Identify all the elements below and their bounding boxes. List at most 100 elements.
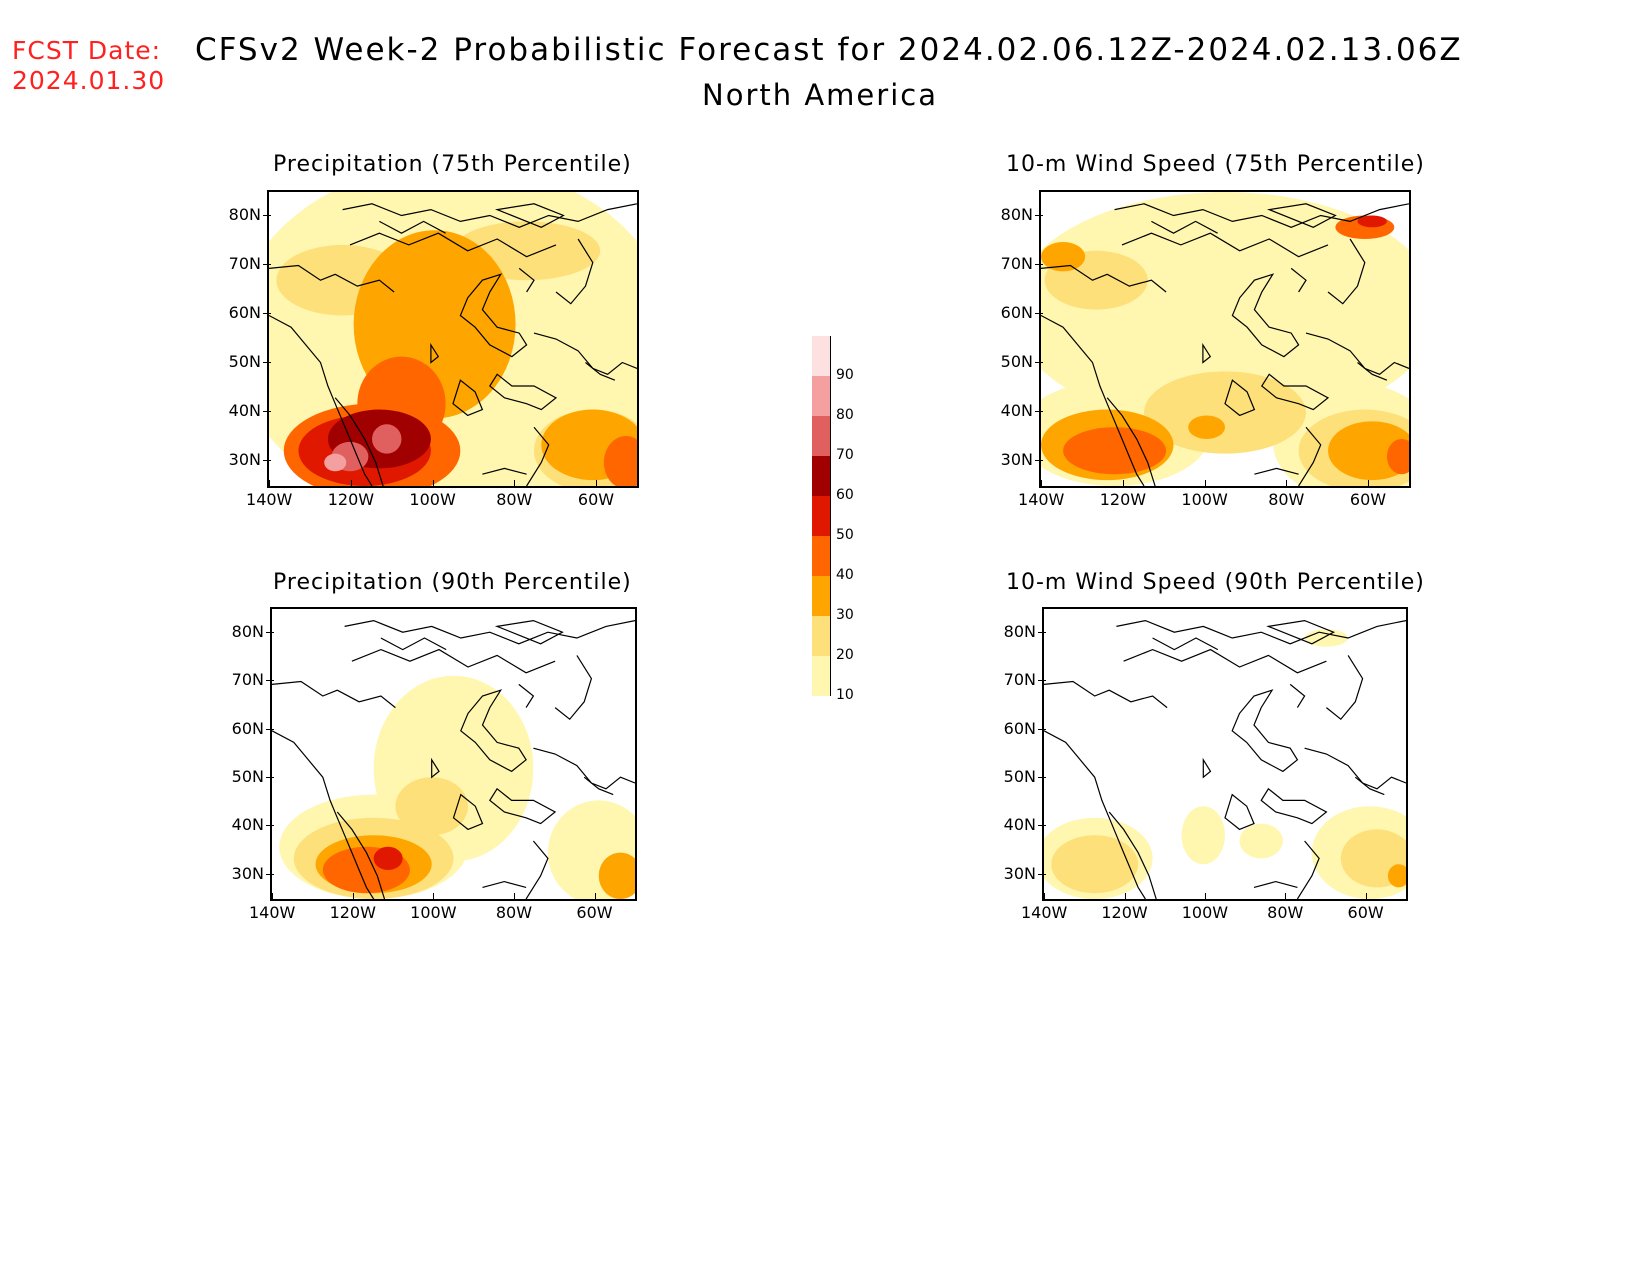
lon-tick-label: 140W: [1020, 903, 1068, 922]
lon-tick: [352, 893, 354, 901]
lon-tick-label: 120W: [1101, 903, 1148, 922]
colorbar-segment: [812, 456, 831, 496]
lon-tick: [272, 893, 274, 901]
lon-tick: [269, 480, 271, 488]
panel-title-wind-75: 10-m Wind Speed (75th Percentile): [1006, 152, 1425, 177]
lat-tick: [1038, 776, 1046, 778]
probability-shade: [603, 436, 637, 486]
lon-tick-label: 140W: [248, 903, 296, 922]
probability-shade: [372, 424, 402, 454]
coastline: [336, 811, 386, 899]
lat-tick-label: 30N: [1003, 863, 1036, 883]
probability-shade: [1188, 415, 1225, 439]
lon-tick-label: 100W: [1181, 490, 1228, 509]
lon-tick: [594, 893, 596, 901]
probability-shade: [1041, 192, 1409, 428]
lon-tick-label: 140W: [246, 490, 293, 509]
lat-tick-label: 40N: [231, 815, 264, 835]
coastline: [1116, 619, 1406, 645]
coastline: [1224, 379, 1256, 417]
probability-shade: [1041, 241, 1086, 272]
coastline: [1114, 203, 1409, 228]
lon-tick-label: 80W: [1268, 490, 1305, 509]
lat-tick: [1038, 873, 1046, 875]
coastline: [334, 397, 384, 486]
lat-tick-label: 80N: [1000, 204, 1033, 224]
lat-tick-label: 70N: [228, 254, 261, 274]
coastline: [1266, 203, 1337, 228]
lon-tick: [1285, 893, 1287, 901]
coastline: [518, 267, 535, 293]
coastline: [1202, 757, 1212, 779]
coastline: [1327, 238, 1366, 305]
coastline: [1202, 342, 1212, 364]
fcst-date-value: 2024.01.30: [12, 66, 166, 95]
probability-shade: [1357, 215, 1387, 228]
lat-tick: [1035, 362, 1043, 364]
lat-tick: [266, 631, 274, 633]
lat-tick: [1035, 313, 1043, 315]
probability-shade: [598, 852, 635, 899]
probability-shade: [401, 262, 505, 357]
coastline: [1296, 840, 1320, 899]
coastline: [533, 747, 635, 790]
coastline: [1224, 793, 1255, 831]
lat-tick: [1038, 825, 1046, 827]
lat-tick-label: 50N: [1000, 352, 1033, 372]
probability-shade: [1181, 806, 1225, 865]
coastline: [585, 362, 616, 381]
coastline: [1304, 747, 1406, 790]
coastline: [1231, 689, 1299, 773]
lon-tick-label: 60W: [576, 903, 613, 922]
coastline: [518, 683, 535, 708]
probability-shade: [1063, 427, 1167, 475]
colorbar-segment: [812, 496, 831, 536]
coastline: [525, 840, 549, 899]
colorbar-segment: [812, 416, 831, 456]
lon-tick: [350, 480, 352, 488]
lat-tick-label: 80N: [228, 204, 261, 224]
coastline: [431, 757, 440, 779]
coastline: [1044, 730, 1146, 899]
coastline: [489, 787, 557, 825]
coastline: [269, 264, 395, 293]
lat-tick: [266, 728, 274, 730]
lat-tick-label: 70N: [231, 670, 264, 690]
coastline: [1326, 655, 1364, 721]
probability-shade: [1144, 371, 1306, 454]
coastline: [482, 880, 527, 888]
lon-tick-label: 100W: [410, 903, 457, 922]
page-title: CFSv2 Week-2 Probabilistic Forecast for …: [195, 32, 1463, 68]
fcst-date-label: FCST Date:: [12, 36, 162, 65]
map-wind-75: [1039, 190, 1411, 488]
coastline: [482, 467, 527, 475]
lon-tick-label: 60W: [1349, 490, 1387, 509]
colorbar-label: 50: [836, 527, 854, 543]
lat-tick-label: 60N: [1000, 303, 1033, 323]
lat-tick: [266, 680, 274, 682]
lat-tick-label: 40N: [1003, 815, 1036, 835]
coastline: [583, 776, 614, 796]
colorbar-label: 90: [836, 367, 854, 383]
probability-shade: [324, 453, 347, 472]
lat-tick-label: 50N: [231, 766, 264, 786]
lon-tick-label: 120W: [327, 490, 375, 509]
lon-tick: [514, 480, 516, 488]
coastline: [430, 342, 440, 364]
coastline: [1266, 619, 1336, 645]
coastline: [272, 680, 396, 709]
lat-tick: [263, 264, 271, 266]
lon-tick: [1041, 480, 1043, 488]
coastline: [1289, 683, 1306, 708]
lat-tick-label: 40N: [1000, 401, 1033, 421]
lat-tick-label: 70N: [1000, 254, 1033, 274]
probability-shade: [1387, 864, 1406, 888]
lat-tick: [263, 411, 271, 413]
lon-tick: [513, 893, 515, 901]
lat-tick: [1038, 680, 1046, 682]
fcst-date-block: FCST Date: 2024.01.30: [12, 36, 165, 96]
coastline: [1151, 220, 1218, 234]
panel-title-wind-90: 10-m Wind Speed (90th Percentile): [1006, 570, 1425, 595]
coastline: [1354, 776, 1385, 796]
lat-tick-label: 70N: [1003, 670, 1036, 690]
